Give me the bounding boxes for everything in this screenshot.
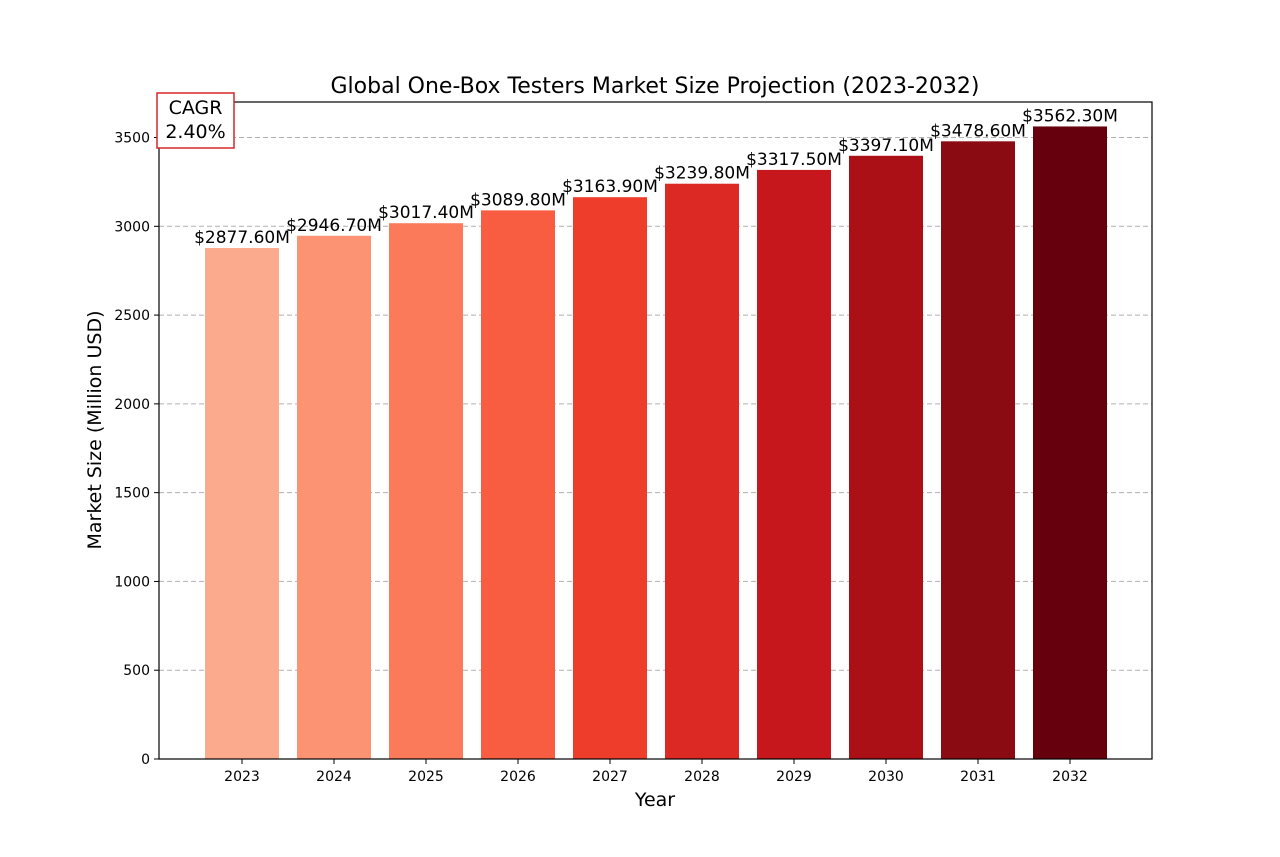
bar-2024 xyxy=(297,235,371,759)
x-tick-label: 2029 xyxy=(776,769,812,785)
data-labels: $2877.60M$2946.70M$3017.40M$3089.80M$316… xyxy=(194,106,1118,248)
bar-2025 xyxy=(389,223,463,759)
cagr-box-border xyxy=(156,92,235,149)
data-label: $2946.70M xyxy=(286,216,382,236)
plot-frame xyxy=(158,101,1153,760)
y-axis-label: Market Size (Million USD) xyxy=(84,310,106,549)
bar-2029 xyxy=(757,169,831,759)
data-label: $3317.50M xyxy=(746,150,842,170)
data-label: $2877.60M xyxy=(194,228,290,248)
data-label: $3397.10M xyxy=(838,136,934,156)
y-tick-label: 3500 xyxy=(114,131,150,147)
data-label: $3562.30M xyxy=(1022,106,1118,126)
y-tick-label: 500 xyxy=(123,663,150,679)
cagr-value: 2.40% xyxy=(165,121,225,143)
data-label: $3163.90M xyxy=(562,177,658,197)
data-label: $3478.60M xyxy=(930,121,1026,141)
y-tick-label: 1000 xyxy=(114,574,150,590)
bar-2028 xyxy=(665,183,739,759)
y-tick-label: 2000 xyxy=(114,397,150,413)
chart-title: Global One-Box Testers Market Size Proje… xyxy=(331,74,980,99)
data-label: $3017.40M xyxy=(378,203,474,223)
bar-2030 xyxy=(849,155,923,759)
bar-2023 xyxy=(205,248,279,760)
x-axis-label: Year xyxy=(634,789,675,811)
bar-2026 xyxy=(481,210,555,759)
data-label: $3089.80M xyxy=(470,190,566,210)
x-tick-label: 2024 xyxy=(316,769,352,785)
x-tick-label: 2026 xyxy=(500,769,536,785)
y-tick-label: 1500 xyxy=(114,486,150,502)
y-tick-label: 3000 xyxy=(114,219,150,235)
x-tick-label: 2025 xyxy=(408,769,444,785)
x-tick-label: 2027 xyxy=(592,769,628,785)
data-label: $3239.80M xyxy=(654,164,750,184)
cagr-label: CAGR xyxy=(169,97,223,119)
x-tick-label: 2030 xyxy=(868,769,904,785)
x-tick-label: 2032 xyxy=(1052,769,1088,785)
bar-2031 xyxy=(941,141,1015,759)
bar-2027 xyxy=(573,197,647,759)
x-tick-label: 2023 xyxy=(224,769,260,785)
y-tick-label: 0 xyxy=(141,752,150,768)
y-tick-label: 2500 xyxy=(114,308,150,324)
bar-2032 xyxy=(1033,126,1107,760)
bars xyxy=(205,126,1107,760)
x-tick-label: 2031 xyxy=(960,769,996,785)
y-axis-ticks: 0 500 1000 1500 2000 2500 3000 3500 xyxy=(114,131,159,768)
cagr-annotation: CAGR 2.40% xyxy=(156,92,235,149)
x-tick-label: 2028 xyxy=(684,769,720,785)
x-axis-ticks: 2023 2024 2025 2026 2027 2028 2029 2030 2031 2032 xyxy=(224,759,1088,785)
